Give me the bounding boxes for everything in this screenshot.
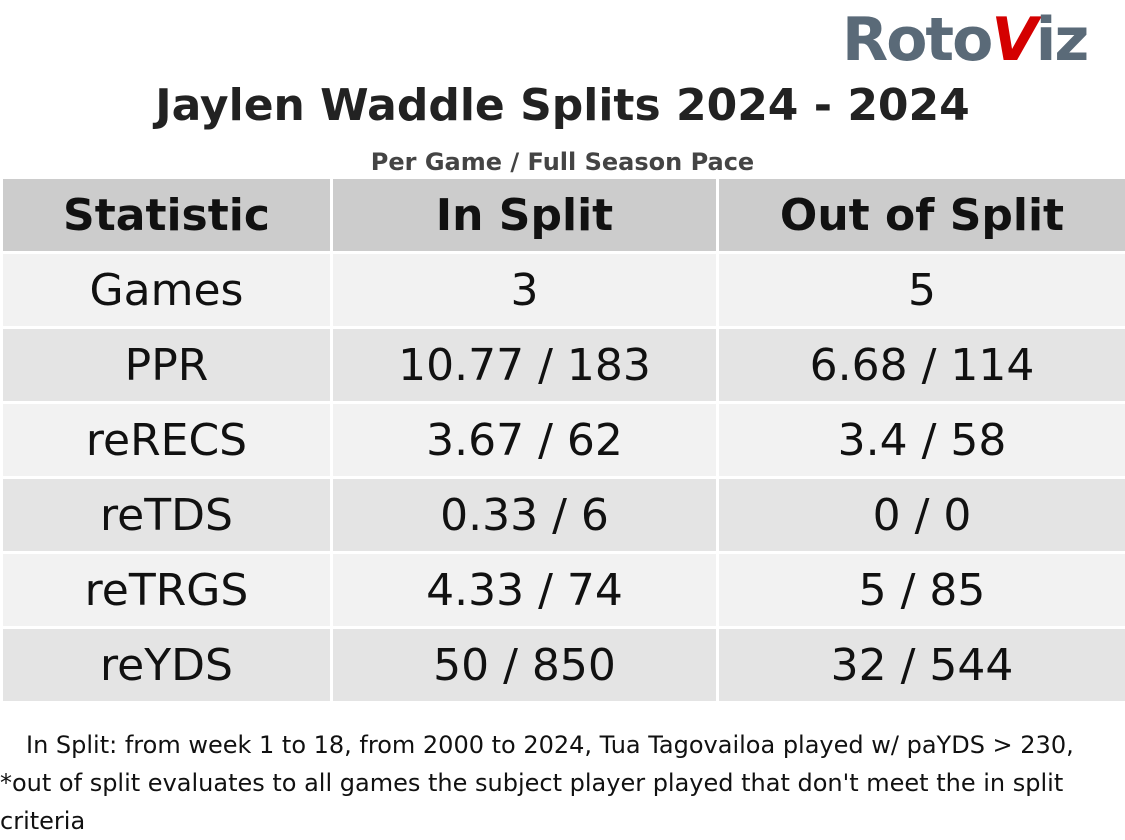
table-cell: 6.68 / 114 [718, 328, 1125, 403]
column-header: Out of Split [718, 179, 1125, 253]
table-cell: reTDS [2, 478, 332, 553]
table-cell: 3 [332, 253, 718, 328]
subtitle: Per Game / Full Season Pace [0, 148, 1125, 176]
logo-mark: V [991, 5, 1035, 75]
table-cell: 50 / 850 [332, 628, 718, 703]
table-cell: 5 [718, 253, 1125, 328]
table-cell: 4.33 / 74 [332, 553, 718, 628]
table-cell: 0.33 / 6 [332, 478, 718, 553]
table-cell: 32 / 544 [718, 628, 1125, 703]
table-cell: 3.67 / 62 [332, 403, 718, 478]
column-header: In Split [332, 179, 718, 253]
table-cell: Games [2, 253, 332, 328]
table-cell: 10.77 / 183 [332, 328, 718, 403]
table-cell: 3.4 / 58 [718, 403, 1125, 478]
table-cell: PPR [2, 328, 332, 403]
table-cell: 5 / 85 [718, 553, 1125, 628]
table-cell: reYDS [2, 628, 332, 703]
page: RotoViz Jaylen Waddle Splits 2024 - 2024… [0, 0, 1125, 823]
table-cell: reTRGS [2, 553, 332, 628]
title: Jaylen Waddle Splits 2024 - 2024 [0, 80, 1125, 131]
logo: RotoViz [842, 4, 1087, 76]
table-cell: 0 / 0 [718, 478, 1125, 553]
logo-text: iz [1036, 5, 1088, 75]
table-cell: reRECS [2, 403, 332, 478]
logo-text: Roto [842, 5, 991, 75]
column-header: Statistic [2, 179, 332, 253]
